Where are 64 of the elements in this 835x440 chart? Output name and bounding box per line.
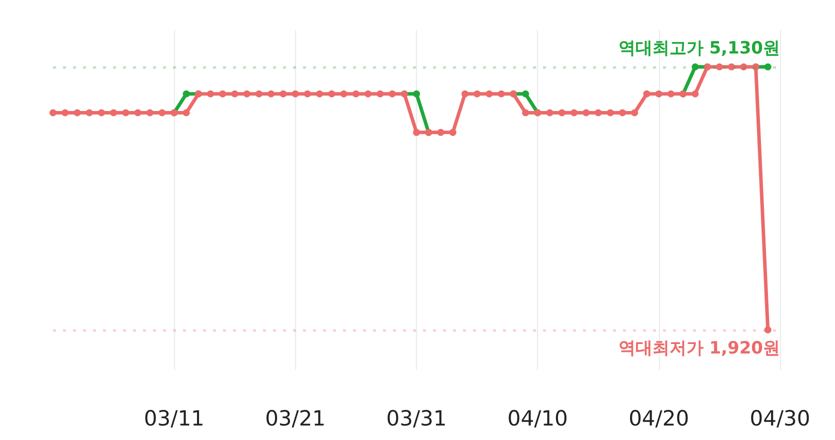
point [498, 90, 505, 98]
point [146, 109, 154, 116]
point [74, 109, 81, 116]
point [110, 109, 118, 116]
point [98, 109, 105, 116]
point [606, 109, 614, 116]
point [182, 109, 190, 116]
point [231, 90, 238, 98]
point [449, 128, 456, 136]
point [570, 109, 578, 116]
point [413, 90, 420, 98]
point [437, 128, 444, 136]
point [740, 63, 748, 70]
point [207, 90, 214, 98]
point [692, 90, 699, 98]
point [352, 90, 360, 98]
ref-line-label: 역대최고가 5,130원 [618, 38, 780, 58]
ref-line-label: 역대최저가 1,920원 [618, 338, 780, 358]
point [243, 90, 250, 98]
point [655, 90, 662, 98]
point [158, 109, 166, 116]
point [522, 109, 530, 116]
point [134, 109, 142, 116]
x-tick-label: 03/31 [386, 406, 447, 430]
point [728, 63, 736, 70]
point [716, 63, 723, 70]
x-tick-label: 04/20 [628, 406, 690, 430]
point [50, 109, 56, 116]
point [692, 63, 699, 70]
point [86, 109, 93, 116]
point [280, 90, 287, 98]
point [316, 90, 324, 98]
point [268, 90, 275, 98]
point [558, 109, 566, 116]
x-tick-label: 03/21 [265, 406, 326, 430]
point [376, 90, 384, 98]
point [618, 109, 626, 116]
point [328, 90, 336, 98]
point [667, 90, 674, 98]
point [292, 90, 299, 98]
point [643, 90, 650, 98]
point [474, 90, 481, 98]
point [461, 90, 468, 98]
x-tick-label: 04/10 [507, 406, 568, 430]
point [304, 90, 311, 98]
point [62, 109, 69, 116]
point [631, 109, 638, 116]
point [122, 109, 130, 116]
point [255, 90, 262, 98]
point [364, 90, 372, 98]
point [486, 90, 493, 98]
point [219, 90, 226, 98]
point [546, 109, 554, 116]
point [388, 90, 396, 98]
point [340, 90, 348, 98]
point [582, 109, 590, 116]
x-tick-label: 03/11 [144, 406, 204, 430]
point [764, 63, 772, 70]
point [522, 90, 530, 98]
x-tick-label: 04/30 [750, 406, 810, 430]
point [594, 109, 602, 116]
point [764, 326, 772, 334]
point [413, 128, 420, 136]
point [182, 90, 190, 98]
